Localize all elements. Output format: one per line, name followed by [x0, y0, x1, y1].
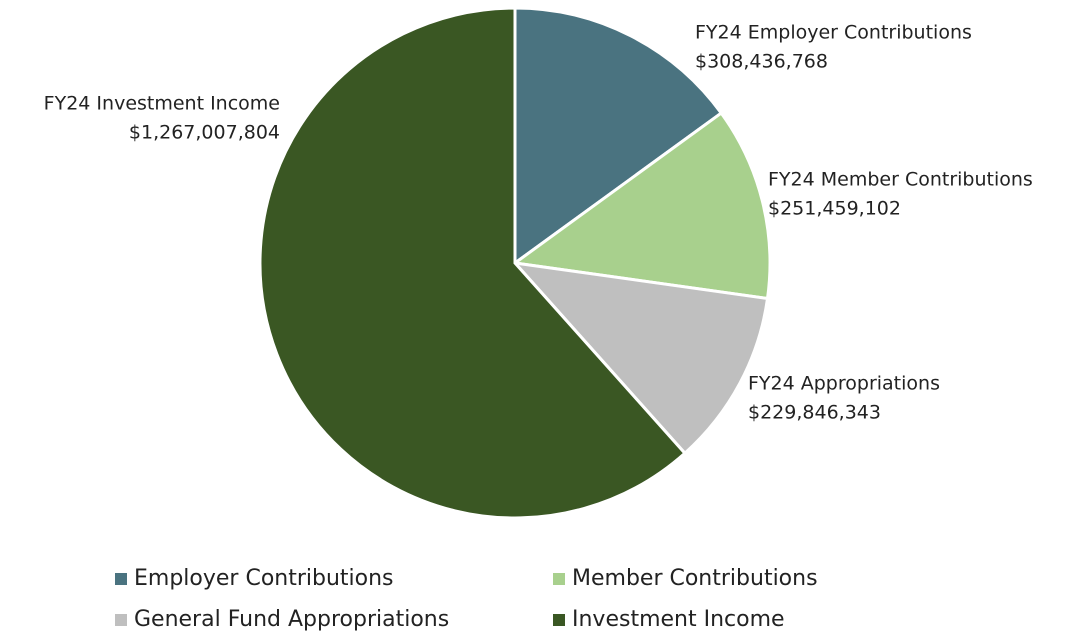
legend-label: Investment Income	[572, 607, 785, 632]
value-label: $1,267,007,804	[129, 122, 280, 144]
legend-label: Member Contributions	[572, 566, 818, 591]
pie-slice	[511, 260, 770, 456]
legend-label: General Fund Appropriations	[134, 607, 449, 632]
value-label: $229,846,343	[748, 402, 881, 424]
legend-label: Employer Contributions	[134, 566, 394, 591]
slice-label: FY24 Appropriations	[748, 373, 940, 395]
slice-label: FY24 Member Contributions	[768, 169, 1033, 191]
legend-swatch	[115, 573, 127, 585]
slice-label: FY24 Employer Contributions	[695, 22, 972, 44]
legend-swatch	[553, 614, 565, 626]
legend-swatch	[115, 614, 127, 626]
pie-slice	[511, 110, 772, 301]
legend-swatch	[553, 573, 565, 585]
slice-label: FY24 Investment Income	[44, 93, 280, 115]
value-label: $308,436,768	[695, 51, 828, 73]
value-label: $251,459,102	[768, 198, 901, 220]
pie-slice	[258, 6, 687, 520]
pie-slice	[513, 6, 724, 266]
